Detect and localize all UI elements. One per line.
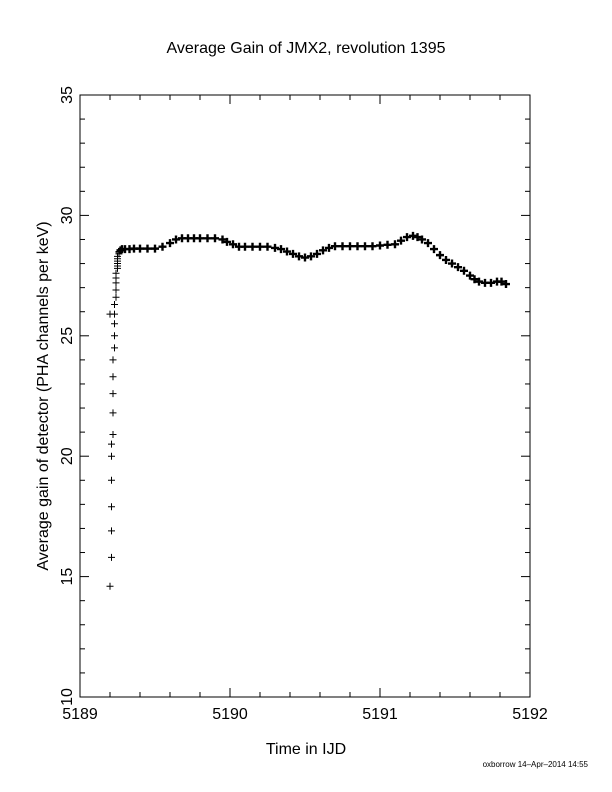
data-point	[418, 235, 426, 244]
data-point	[301, 253, 309, 262]
axis-tick-labels: 5189 5190 5191 5192 10 15 20 25 30 35	[59, 86, 548, 723]
data-point	[108, 503, 115, 511]
data-point	[229, 240, 237, 249]
data-point	[424, 239, 432, 248]
data-point	[248, 242, 257, 251]
data-point	[466, 271, 474, 280]
data-points	[106, 231, 510, 590]
x-tick-label: 5192	[512, 706, 548, 723]
x-tick-label: 5189	[62, 706, 98, 723]
data-point	[111, 344, 118, 352]
data-point	[430, 245, 438, 254]
y-tick-label: 25	[59, 327, 76, 345]
data-point	[111, 300, 118, 308]
data-point	[319, 246, 327, 255]
data-point	[108, 452, 115, 460]
data-point	[263, 242, 272, 251]
data-point	[497, 277, 506, 286]
data-point	[166, 239, 174, 248]
data-point	[108, 440, 115, 448]
data-point	[241, 242, 249, 251]
data-point	[436, 251, 444, 260]
data-point	[112, 293, 120, 301]
data-point	[151, 244, 159, 253]
data-point	[413, 233, 422, 242]
data-point	[454, 263, 462, 272]
y-tick-label: 10	[59, 688, 76, 706]
data-point	[136, 244, 144, 253]
chart-title: Average Gain of JMX2, revolution 1395	[167, 40, 446, 57]
data-point	[325, 243, 333, 252]
data-point	[346, 242, 354, 251]
data-point	[361, 242, 369, 251]
data-point	[353, 242, 362, 251]
data-point	[487, 278, 495, 287]
data-point	[313, 249, 321, 258]
data-point	[295, 252, 303, 261]
data-point	[383, 240, 392, 249]
data-point	[158, 242, 167, 251]
data-point	[409, 231, 417, 240]
x-axis-label: Time in IJD	[266, 741, 346, 758]
data-point	[223, 237, 231, 246]
data-point	[111, 332, 118, 340]
data-point	[397, 236, 405, 245]
data-point	[106, 582, 114, 590]
data-point	[109, 431, 117, 439]
y-tick-label: 15	[59, 568, 76, 586]
data-point	[172, 235, 180, 244]
data-point	[338, 242, 347, 251]
data-point	[111, 310, 118, 318]
plot-frame	[79, 94, 531, 698]
data-point	[391, 240, 399, 249]
data-point	[470, 275, 479, 284]
data-point	[502, 280, 510, 289]
data-point	[112, 286, 120, 294]
data-point	[376, 241, 384, 250]
data-point	[442, 255, 450, 264]
data-point	[448, 259, 456, 268]
y-tick-label: 35	[59, 86, 76, 104]
data-point	[112, 269, 120, 277]
data-point	[307, 252, 315, 261]
data-point	[109, 356, 117, 364]
y-axis-label: Average gain of detector (PHA channels p…	[35, 221, 52, 570]
y-tick-label: 30	[59, 206, 76, 224]
data-point	[271, 243, 279, 252]
data-point	[283, 247, 291, 256]
data-point	[109, 373, 117, 381]
data-point	[368, 242, 377, 251]
data-point	[109, 409, 117, 417]
data-point	[289, 249, 297, 258]
data-point	[331, 242, 339, 251]
x-tick-label: 5190	[212, 706, 248, 723]
data-point	[108, 553, 115, 561]
axis-ticks	[79, 94, 531, 698]
data-point	[109, 390, 117, 398]
data-point	[403, 233, 411, 242]
data-point	[143, 244, 152, 253]
x-tick-label: 5191	[362, 706, 398, 723]
data-point	[108, 476, 115, 484]
data-point	[475, 277, 483, 286]
data-point	[256, 242, 264, 251]
data-point	[277, 245, 285, 254]
data-point	[218, 235, 227, 244]
data-point	[111, 320, 118, 328]
data-point	[108, 527, 115, 535]
y-tick-label: 20	[59, 447, 76, 465]
data-point	[203, 234, 212, 243]
data-point	[460, 266, 468, 275]
data-point	[196, 234, 204, 243]
footer-stamp: oxborrow 14–Apr–2014 14:55	[483, 760, 589, 769]
data-point	[211, 234, 219, 243]
